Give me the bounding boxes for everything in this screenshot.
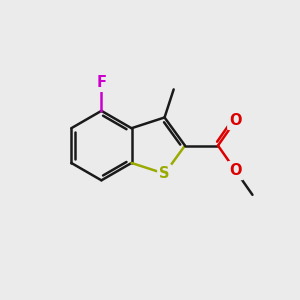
Text: F: F	[96, 75, 106, 90]
Text: O: O	[229, 163, 242, 178]
Text: O: O	[229, 113, 242, 128]
Text: S: S	[159, 166, 170, 181]
